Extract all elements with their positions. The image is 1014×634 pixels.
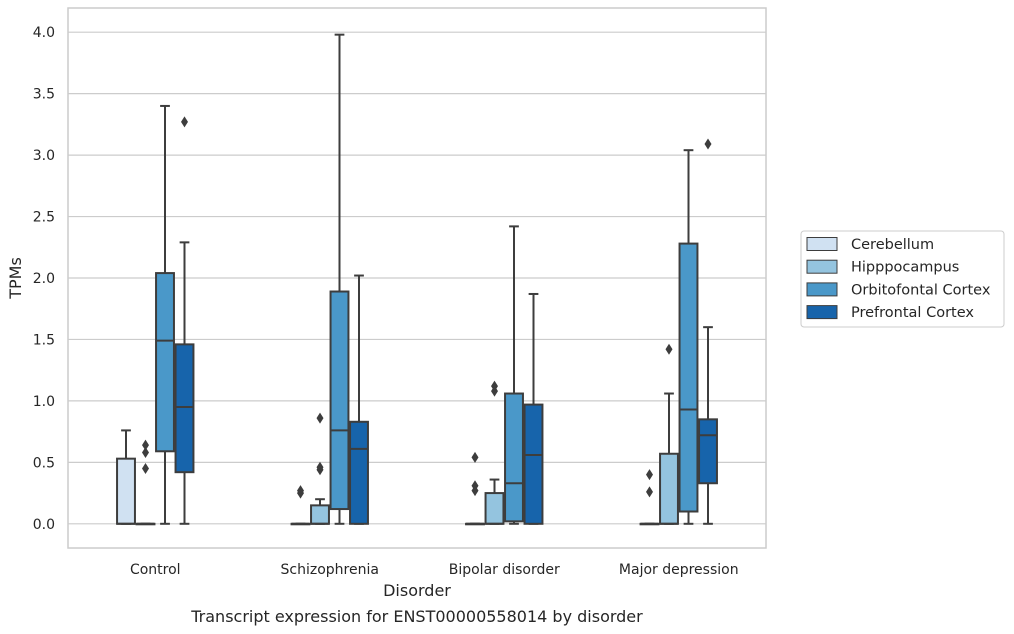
x-tick-label: Major depression: [619, 562, 739, 578]
x-tick-label: Control: [130, 562, 181, 578]
chart-caption: Transcript expression for ENST0000055801…: [190, 607, 643, 626]
legend-swatch: [806, 282, 838, 297]
box-cerebellum: [639, 469, 660, 526]
legend-label: Cerebellum: [851, 237, 934, 253]
legend-swatch: [806, 237, 838, 251]
y-tick-label: 1.0: [33, 394, 55, 410]
y-tick-label: 3.5: [33, 87, 55, 103]
outlier-point: [646, 486, 653, 498]
x-axis-label: Disorder: [383, 581, 451, 600]
box-prefrontal-cortex: [523, 292, 544, 525]
box-hipppocampus: [135, 439, 156, 526]
box-iqr: [504, 392, 524, 523]
outlier-point: [142, 447, 149, 459]
y-tick-label: 3.0: [33, 148, 55, 164]
outlier-point: [665, 343, 673, 355]
legend-label: Orbitofontal Cortex: [851, 282, 991, 298]
box-orbitofontal-cortex: [155, 104, 175, 525]
box-iqr: [116, 457, 136, 525]
legend-label: Prefrontal Cortex: [851, 305, 974, 321]
box-prefrontal-cortex: [174, 116, 195, 525]
box-iqr: [484, 492, 505, 525]
box-iqr: [659, 452, 679, 525]
outlier-point: [297, 485, 304, 497]
legend-frame: [800, 230, 1005, 328]
box-iqr: [523, 403, 544, 525]
y-tick-labels: 0.0 0.5 1.0 1.5 2.0 2.5 3.0 3.5 4.0: [33, 25, 55, 533]
box-hipppocampus: [310, 412, 330, 525]
box-hipppocampus: [484, 380, 505, 525]
outlier-point: [491, 380, 498, 392]
box-iqr: [329, 290, 350, 511]
box-iqr: [174, 343, 195, 474]
x-tick-label: Schizophrenia: [281, 562, 379, 578]
box-orbitofontal-cortex: [504, 225, 524, 525]
x-tick-labels: Control Schizophrenia Bipolar disorder Majo…: [130, 562, 739, 578]
outlier-point: [471, 451, 479, 463]
boxes: [116, 33, 718, 526]
outlier-point: [142, 462, 149, 474]
box-cerebellum: [465, 451, 485, 526]
y-tick-label: 1.5: [33, 332, 55, 348]
box-iqr: [155, 272, 175, 453]
box-iqr: [349, 420, 369, 525]
box-iqr: [698, 418, 718, 485]
x-tick-label: Bipolar disorder: [449, 562, 560, 578]
outlier-point: [471, 480, 479, 492]
outlier-point: [646, 469, 653, 481]
legend-label: Hipppocampus: [851, 260, 959, 276]
box-orbitofontal-cortex: [678, 149, 699, 525]
outlier-point: [142, 439, 149, 451]
plot-frame: [67, 7, 767, 549]
legend-swatch: [806, 259, 838, 274]
y-axis-label: TPMs: [6, 257, 25, 300]
box-iqr: [310, 504, 330, 525]
box-hipppocampus: [659, 343, 679, 525]
y-tick-label: 0.0: [33, 517, 55, 533]
outlier-point: [181, 116, 188, 128]
y-tick-label: 4.0: [33, 25, 55, 41]
outlier-point: [316, 461, 324, 473]
y-tick-label: 2.5: [33, 210, 55, 226]
legend: Cerebellum Hipppocampus Orbitofontal Corte…: [800, 230, 1005, 328]
y-tick-label: 0.5: [33, 455, 55, 471]
legend-swatch: [806, 305, 838, 320]
box-cerebellum: [290, 485, 311, 526]
box-cerebellum: [116, 429, 136, 525]
outlier-point: [316, 412, 324, 424]
y-tick-label: 2.0: [33, 271, 55, 287]
outlier-point: [704, 138, 712, 150]
box-prefrontal-cortex: [698, 138, 718, 525]
box-iqr: [678, 242, 699, 513]
box-prefrontal-cortex: [349, 274, 369, 525]
box-orbitofontal-cortex: [329, 33, 350, 525]
